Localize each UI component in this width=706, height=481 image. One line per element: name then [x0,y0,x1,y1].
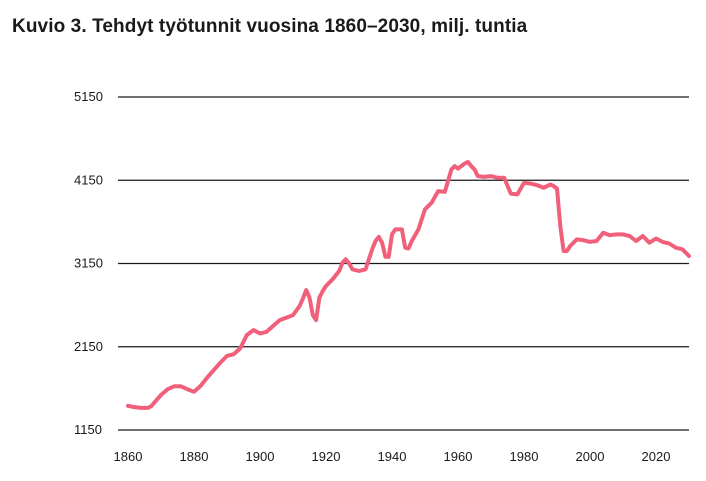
series-line [126,159,691,410]
y-tick-label: 2150 [74,339,103,354]
x-tick-label: 1980 [510,449,539,464]
x-axis-tick-labels: 1860 1880 1900 1920 1940 1960 1980 2000 2020 [114,449,671,464]
x-tick-label: 2020 [642,449,671,464]
x-tick-label: 1880 [180,449,209,464]
chart-title: Kuvio 3. Tehdyt työtunnit vuosina 1860–2… [12,16,528,37]
x-tick-label: 1900 [246,449,275,464]
x-tick-label: 1960 [444,449,473,464]
gridlines [118,96,689,431]
series-group [126,159,691,410]
x-tick-label: 1920 [312,449,341,464]
y-axis-tick-labels: 5150 4150 3150 2150 1150 [74,89,103,437]
x-tick-label: 1860 [114,449,143,464]
y-tick-label: 4150 [74,172,103,187]
x-tick-label: 1940 [378,449,407,464]
y-tick-label: 5150 [74,89,103,104]
y-tick-label: 3150 [74,256,103,271]
x-tick-label: 2000 [576,449,605,464]
y-tick-label: 1150 [74,422,102,437]
